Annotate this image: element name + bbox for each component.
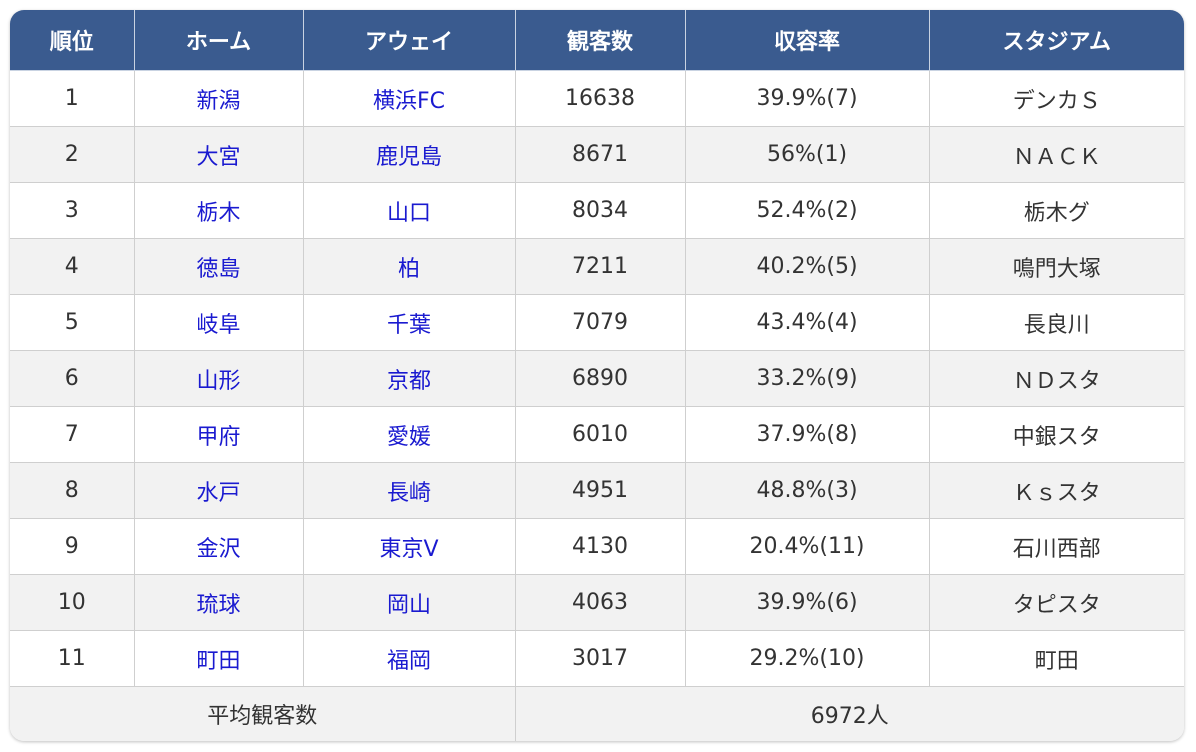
attendance-table-container: 順位 ホーム アウェイ 観客数 収容率 スタジアム 1 新潟 横浜FC 1663…	[10, 10, 1184, 741]
stadium-cell: 長良川	[929, 294, 1184, 351]
away-team-link[interactable]: 鹿児島	[303, 126, 516, 183]
average-row: 平均観客数 6972人	[10, 686, 1184, 741]
home-team-link[interactable]: 新潟	[134, 70, 304, 127]
away-team-link[interactable]: 柏	[303, 238, 516, 295]
capacity-rate-cell: 20.4%(11)	[685, 518, 930, 575]
attendance-cell: 8034	[515, 182, 686, 239]
stadium-cell: 鳴門大塚	[929, 238, 1184, 295]
table-row: 10 琉球 岡山 4063 39.9%(6) タピスタ	[10, 574, 1184, 631]
away-team-link[interactable]: 福岡	[303, 630, 516, 687]
home-team-link[interactable]: 町田	[134, 630, 304, 687]
rank-cell: 3	[10, 182, 135, 239]
stadium-cell: 町田	[929, 630, 1184, 687]
home-team-link[interactable]: 水戸	[134, 462, 304, 519]
attendance-cell: 4130	[515, 518, 686, 575]
away-team-link[interactable]: 長崎	[303, 462, 516, 519]
away-team-link[interactable]: 山口	[303, 182, 516, 239]
stadium-cell: ＮＤスタ	[929, 350, 1184, 407]
stadium-cell: 中銀スタ	[929, 406, 1184, 463]
table-row: 3 栃木 山口 8034 52.4%(2) 栃木グ	[10, 182, 1184, 239]
table-row: 8 水戸 長崎 4951 48.8%(3) Ｋｓスタ	[10, 462, 1184, 519]
away-team-link[interactable]: 横浜FC	[303, 70, 516, 127]
rank-cell: 2	[10, 126, 135, 183]
table-row: 2 大宮 鹿児島 8671 56%(1) ＮＡＣＫ	[10, 126, 1184, 183]
attendance-ranking-table: 順位 ホーム アウェイ 観客数 収容率 スタジアム 1 新潟 横浜FC 1663…	[10, 10, 1184, 741]
home-team-link[interactable]: 栃木	[134, 182, 304, 239]
capacity-rate-cell: 40.2%(5)	[685, 238, 930, 295]
home-team-link[interactable]: 山形	[134, 350, 304, 407]
attendance-cell: 4951	[515, 462, 686, 519]
rank-cell: 10	[10, 574, 135, 631]
rank-cell: 11	[10, 630, 135, 687]
home-team-link[interactable]: 大宮	[134, 126, 304, 183]
capacity-rate-cell: 48.8%(3)	[685, 462, 930, 519]
away-team-link[interactable]: 岡山	[303, 574, 516, 631]
average-attendance-value: 6972人	[515, 686, 1184, 741]
capacity-rate-cell: 39.9%(6)	[685, 574, 930, 631]
header-capacity-rate: 収容率	[685, 10, 930, 71]
table-row: 11 町田 福岡 3017 29.2%(10) 町田	[10, 630, 1184, 687]
capacity-rate-cell: 29.2%(10)	[685, 630, 930, 687]
stadium-cell: ＮＡＣＫ	[929, 126, 1184, 183]
stadium-cell: 栃木グ	[929, 182, 1184, 239]
away-team-link[interactable]: 京都	[303, 350, 516, 407]
stadium-cell: 石川西部	[929, 518, 1184, 575]
header-row: 順位 ホーム アウェイ 観客数 収容率 スタジアム	[10, 10, 1184, 71]
away-team-link[interactable]: 東京V	[303, 518, 516, 575]
table-row: 4 徳島 柏 7211 40.2%(5) 鳴門大塚	[10, 238, 1184, 295]
away-team-link[interactable]: 愛媛	[303, 406, 516, 463]
capacity-rate-cell: 52.4%(2)	[685, 182, 930, 239]
rank-cell: 4	[10, 238, 135, 295]
header-stadium: スタジアム	[929, 10, 1184, 71]
home-team-link[interactable]: 徳島	[134, 238, 304, 295]
average-attendance-label: 平均観客数	[10, 686, 516, 741]
capacity-rate-cell: 56%(1)	[685, 126, 930, 183]
attendance-cell: 4063	[515, 574, 686, 631]
attendance-cell: 8671	[515, 126, 686, 183]
rank-cell: 5	[10, 294, 135, 351]
attendance-cell: 7079	[515, 294, 686, 351]
stadium-cell: デンカＳ	[929, 70, 1184, 127]
stadium-cell: タピスタ	[929, 574, 1184, 631]
table-row: 5 岐阜 千葉 7079 43.4%(4) 長良川	[10, 294, 1184, 351]
rank-cell: 7	[10, 406, 135, 463]
home-team-link[interactable]: 琉球	[134, 574, 304, 631]
capacity-rate-cell: 43.4%(4)	[685, 294, 930, 351]
attendance-cell: 16638	[515, 70, 686, 127]
header-away: アウェイ	[303, 10, 516, 71]
rank-cell: 8	[10, 462, 135, 519]
header-attendance: 観客数	[515, 10, 686, 71]
rank-cell: 9	[10, 518, 135, 575]
stadium-cell: Ｋｓスタ	[929, 462, 1184, 519]
rank-cell: 6	[10, 350, 135, 407]
attendance-cell: 6010	[515, 406, 686, 463]
home-team-link[interactable]: 金沢	[134, 518, 304, 575]
header-home: ホーム	[134, 10, 304, 71]
attendance-cell: 6890	[515, 350, 686, 407]
table-row: 1 新潟 横浜FC 16638 39.9%(7) デンカＳ	[10, 70, 1184, 127]
table-row: 9 金沢 東京V 4130 20.4%(11) 石川西部	[10, 518, 1184, 575]
home-team-link[interactable]: 甲府	[134, 406, 304, 463]
capacity-rate-cell: 39.9%(7)	[685, 70, 930, 127]
rank-cell: 1	[10, 70, 135, 127]
capacity-rate-cell: 37.9%(8)	[685, 406, 930, 463]
table-row: 6 山形 京都 6890 33.2%(9) ＮＤスタ	[10, 350, 1184, 407]
attendance-cell: 3017	[515, 630, 686, 687]
capacity-rate-cell: 33.2%(9)	[685, 350, 930, 407]
home-team-link[interactable]: 岐阜	[134, 294, 304, 351]
away-team-link[interactable]: 千葉	[303, 294, 516, 351]
header-rank: 順位	[10, 10, 135, 71]
table-row: 7 甲府 愛媛 6010 37.9%(8) 中銀スタ	[10, 406, 1184, 463]
attendance-cell: 7211	[515, 238, 686, 295]
